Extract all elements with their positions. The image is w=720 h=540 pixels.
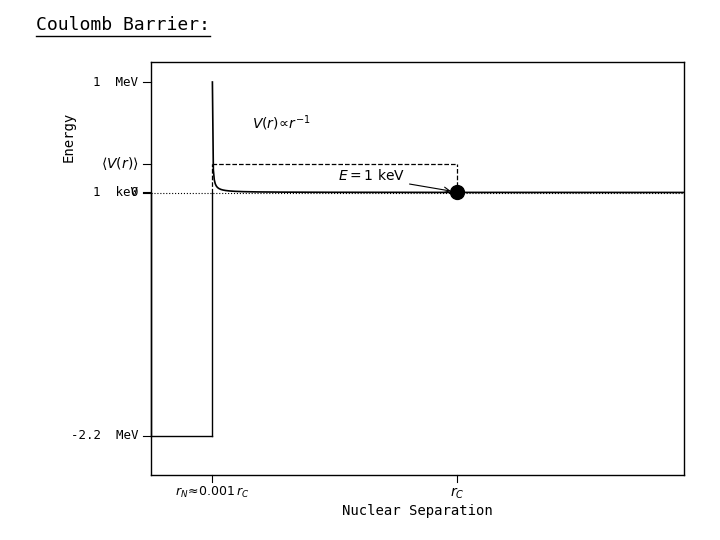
Text: 0: 0 <box>131 186 138 199</box>
Text: $r_C$: $r_C$ <box>450 485 464 501</box>
Text: $\langle V(r)\rangle$: $\langle V(r)\rangle$ <box>101 156 138 172</box>
Text: $E{=}1\ \mathrm{keV}$: $E{=}1\ \mathrm{keV}$ <box>338 168 405 183</box>
Text: 1  keV: 1 keV <box>93 186 138 199</box>
Text: Coulomb Barrier:: Coulomb Barrier: <box>36 16 210 34</box>
Text: $r_N\!\approx\!0.001\,r_C$: $r_N\!\approx\!0.001\,r_C$ <box>175 485 250 501</box>
Text: Nuclear Separation: Nuclear Separation <box>342 504 493 518</box>
Text: -2.2  MeV: -2.2 MeV <box>71 429 138 442</box>
Text: 1  MeV: 1 MeV <box>93 76 138 89</box>
Text: $V(r)\!\propto\! r^{-1}$: $V(r)\!\propto\! r^{-1}$ <box>252 113 311 133</box>
Text: Energy: Energy <box>61 112 76 163</box>
